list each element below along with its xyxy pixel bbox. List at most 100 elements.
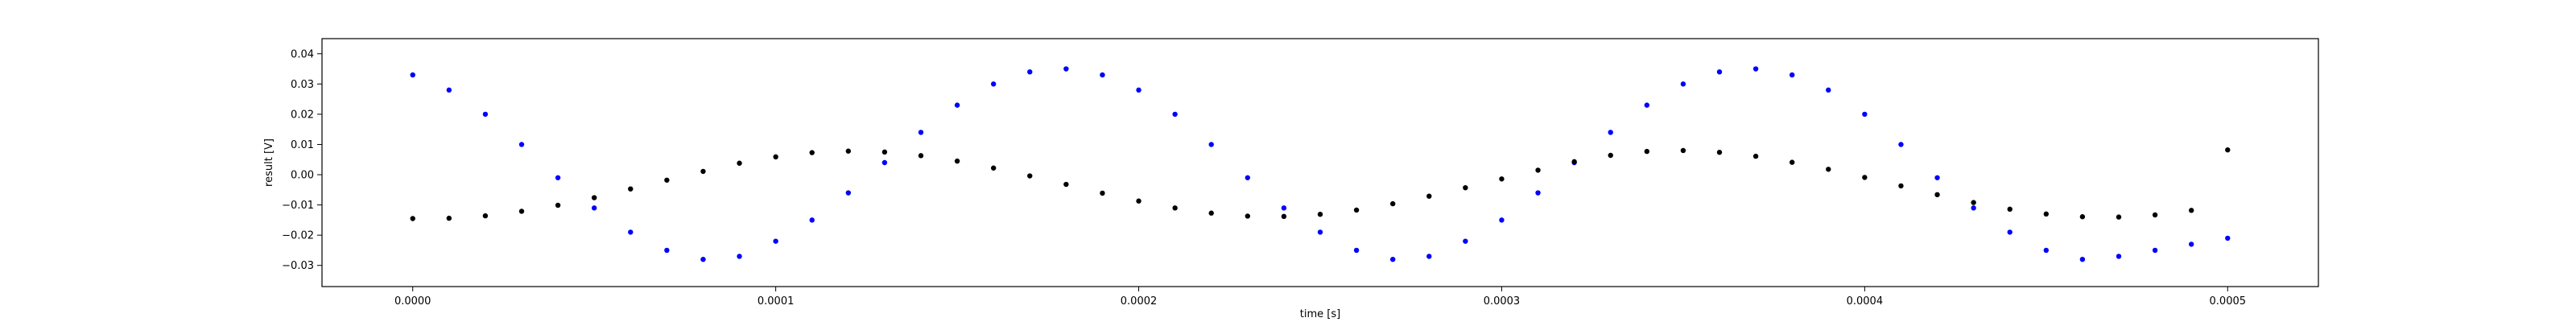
data-point: [2079, 256, 2086, 262]
data-point: [1353, 207, 1360, 213]
data-point: [482, 213, 489, 219]
data-point: [2079, 214, 2086, 220]
data-point: [628, 186, 634, 192]
data-point: [664, 247, 670, 254]
data-point: [2225, 147, 2231, 153]
data-point: [1934, 192, 1940, 198]
data-point: [700, 256, 706, 262]
data-point: [1644, 148, 1650, 155]
data-point: [1862, 175, 1868, 180]
data-point: [1136, 87, 1141, 93]
data-point: [1389, 200, 1396, 207]
data-point: [954, 102, 960, 108]
data-point: [1680, 147, 1686, 154]
data-point: [1608, 152, 1613, 159]
y-tick-label: 0.00: [291, 170, 314, 182]
series-1: [410, 147, 2231, 221]
data-point: [809, 217, 815, 223]
data-point: [410, 216, 415, 221]
data-point: [845, 190, 852, 196]
data-point: [1281, 213, 1287, 220]
y-tick-label: 0.03: [291, 79, 314, 91]
data-point: [518, 142, 525, 147]
data-point: [1426, 254, 1432, 259]
data-point: [482, 111, 489, 118]
data-point: [1208, 210, 1214, 216]
x-tick-label: 0.0002: [1121, 295, 1158, 308]
data-point: [2152, 247, 2158, 254]
data-point: [1426, 193, 1432, 199]
data-point: [773, 154, 778, 160]
data-point: [2007, 229, 2013, 235]
data-point: [2116, 254, 2122, 259]
data-point: [1789, 159, 1795, 165]
data-point: [1898, 142, 1904, 147]
x-tick-label: 0.0001: [758, 295, 795, 308]
data-point: [628, 229, 634, 235]
data-point: [1571, 159, 1577, 165]
data-point: [918, 153, 924, 159]
data-point: [2152, 212, 2158, 218]
data-point: [1172, 205, 1178, 211]
data-point: [881, 159, 888, 166]
data-point: [881, 149, 888, 155]
data-point: [1027, 69, 1033, 75]
data-point: [1971, 205, 1976, 211]
data-point: [773, 238, 778, 244]
data-point: [1245, 213, 1251, 219]
y-tick-label: 0.01: [291, 139, 314, 151]
x-tick-label: 0.0000: [394, 295, 431, 308]
y-axis-label: result [V]: [263, 138, 275, 187]
x-tick-label: 0.0005: [2210, 295, 2247, 308]
data-point: [664, 177, 670, 183]
data-point: [1389, 256, 1396, 262]
data-point: [1281, 205, 1287, 211]
data-point: [1208, 142, 1214, 147]
data-point: [1100, 72, 1105, 78]
data-point: [737, 160, 742, 166]
data-point: [2043, 211, 2050, 217]
data-point: [2043, 247, 2050, 254]
y-tick-label: 0.04: [291, 48, 314, 60]
data-point: [1499, 176, 1505, 182]
data-point: [446, 87, 452, 93]
data-point: [737, 254, 742, 259]
data-point: [410, 72, 415, 78]
data-point: [518, 208, 525, 214]
x-axis-label: time [s]: [1300, 308, 1340, 320]
data-point: [918, 130, 924, 135]
data-point: [2007, 206, 2013, 213]
plot-frame: [321, 38, 2319, 287]
data-point: [591, 195, 597, 200]
data-point: [1245, 175, 1251, 180]
data-point: [591, 205, 597, 211]
series-layer: [410, 66, 2231, 262]
data-point: [1535, 190, 1541, 196]
plot-area: [322, 39, 2318, 287]
data-point: [1826, 167, 1831, 172]
y-tick-label: 0.02: [291, 109, 314, 121]
data-point: [555, 175, 561, 180]
data-point: [1063, 181, 1069, 188]
data-point: [845, 148, 852, 154]
data-point: [809, 150, 815, 155]
data-point: [954, 158, 960, 164]
data-point: [990, 165, 997, 171]
data-point: [1499, 217, 1505, 223]
data-point: [1353, 247, 1360, 254]
x-tick-label: 0.0004: [1847, 295, 1884, 308]
data-point: [1862, 111, 1868, 118]
data-point: [1463, 184, 1468, 191]
data-point: [1027, 173, 1033, 179]
data-point: [1716, 150, 1723, 155]
data-point: [1971, 200, 1976, 205]
data-point: [1752, 66, 1759, 72]
data-point: [1535, 167, 1541, 173]
data-point: [1172, 111, 1178, 118]
series-0: [410, 66, 2231, 262]
y-axis: −0.03 −0.02 −0.01 0.00 0.01 0.02 0.03 0.04: [282, 48, 322, 272]
data-point: [1136, 198, 1141, 204]
data-point: [2225, 235, 2231, 242]
data-point: [1752, 153, 1759, 159]
